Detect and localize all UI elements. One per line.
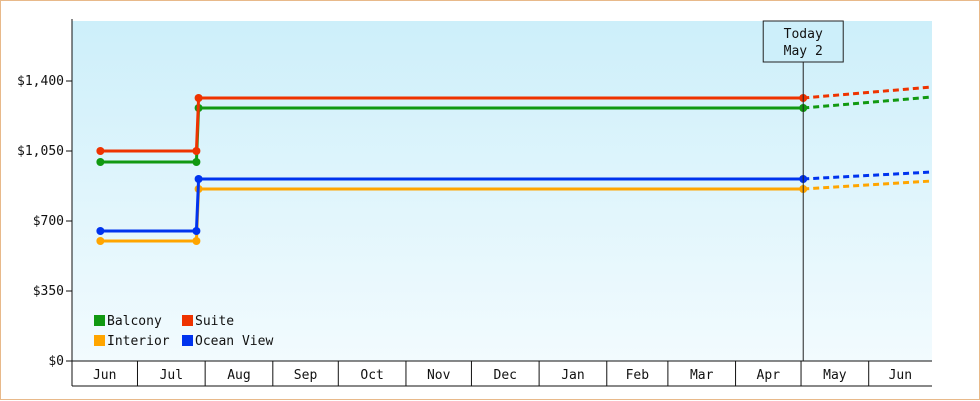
- data-point: [194, 175, 203, 183]
- data-point: [192, 227, 201, 235]
- x-tick-label: Jul: [160, 368, 183, 383]
- x-tick-label: Aug: [227, 368, 250, 383]
- x-tick-label: Dec: [494, 368, 517, 383]
- x-tick-label: Jun: [93, 368, 116, 383]
- today-box: [762, 20, 844, 63]
- data-point: [96, 237, 105, 245]
- series-line: [100, 177, 804, 233]
- y-tick-label: $350: [33, 284, 64, 299]
- x-tick-label: Sep: [294, 368, 318, 383]
- today-marker: Today May 2: [762, 20, 844, 361]
- x-tick-label: Jun: [889, 368, 912, 383]
- x-tick-label: Nov: [427, 368, 451, 383]
- legend-swatch: [94, 315, 105, 326]
- legend-label: Suite: [195, 314, 234, 329]
- legend-swatch: [94, 335, 105, 346]
- legend-label: Ocean View: [195, 334, 273, 349]
- data-point: [96, 158, 105, 166]
- x-tick-label: Jan: [561, 368, 584, 383]
- legend-label: Interior: [107, 334, 170, 349]
- series-projection: [803, 170, 933, 181]
- legend: Balcony Suite Interior Ocean View: [94, 314, 273, 349]
- data-point: [96, 147, 105, 155]
- y-tick-label: $700: [33, 214, 64, 229]
- x-tick-label: Feb: [626, 368, 650, 383]
- x-tick-label: Mar: [690, 368, 714, 383]
- x-axis: Jun Jul Aug Sep Oct Nov Dec Jan Feb Mar Apr May Jun: [71, 360, 932, 387]
- x-tick-label: Oct: [360, 368, 383, 383]
- y-tick-label: $0: [48, 354, 64, 369]
- legend-item: Interior: [94, 334, 170, 349]
- legend-item: Balcony: [94, 314, 162, 329]
- series-ocean-view: [96, 170, 933, 235]
- data-point: [192, 158, 201, 166]
- data-point: [192, 237, 201, 245]
- plot-area: [72, 21, 932, 361]
- legend-item: Ocean View: [182, 334, 273, 349]
- legend-item: Suite: [182, 314, 234, 329]
- data-point: [96, 227, 105, 235]
- series-layer: [96, 85, 933, 245]
- data-point: [194, 94, 203, 102]
- x-tick-label: Apr: [757, 368, 781, 383]
- series-projection: [803, 179, 933, 191]
- x-tick-label: May: [823, 368, 847, 383]
- data-point: [192, 147, 201, 155]
- today-date: May 2: [784, 44, 823, 59]
- series-line: [100, 96, 804, 153]
- legend-label: Balcony: [107, 314, 162, 329]
- series-projection: [803, 85, 933, 100]
- y-tick-label: $1,400: [17, 74, 64, 89]
- legend-swatch: [182, 335, 193, 346]
- series-projection: [803, 95, 933, 110]
- y-tick-label: $1,050: [17, 144, 64, 159]
- y-axis: $0 $350 $700 $1,050 $1,400: [17, 19, 73, 369]
- today-label: Today: [784, 27, 823, 42]
- legend-swatch: [182, 315, 193, 326]
